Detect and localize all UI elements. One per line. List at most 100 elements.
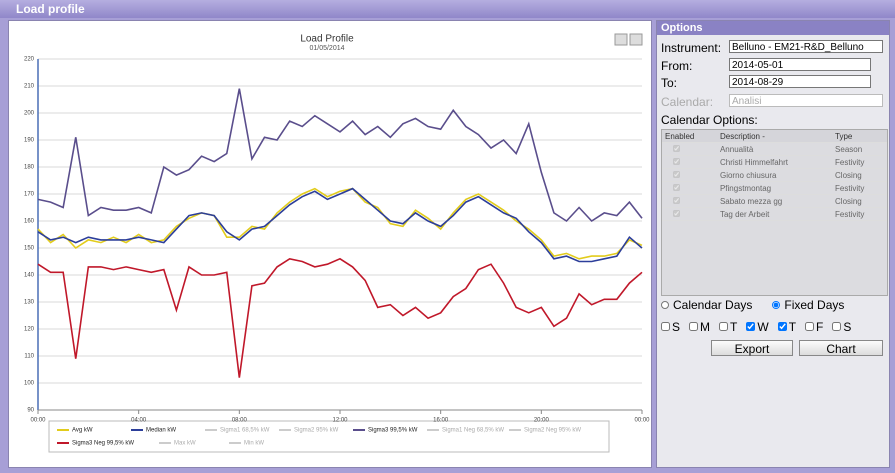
column-header: Enabled xyxy=(662,130,717,143)
enabled-cell xyxy=(662,181,717,195)
day-label: S xyxy=(843,320,852,334)
y-tick-label: 140 xyxy=(24,273,35,279)
download-button[interactable] xyxy=(629,33,643,46)
label: Instrument: xyxy=(661,41,722,55)
legend-label: Min kW xyxy=(244,441,264,447)
legend-label: Sigma1 68,5% kW xyxy=(220,428,270,434)
x-tick-label: 00:00 xyxy=(30,418,46,424)
enabled-cell xyxy=(662,142,717,156)
x-tick-label: 12:00 xyxy=(332,418,348,424)
y-tick-label: 220 xyxy=(24,57,35,63)
radio-option[interactable]: Calendar Days xyxy=(661,298,752,312)
table-cell: Festivity xyxy=(832,155,887,169)
from-input[interactable]: 2014-05-01 xyxy=(729,58,871,71)
calendar-table: Enabled Description - Type Annualità Season C… xyxy=(661,129,888,296)
day-option[interactable]: M xyxy=(689,320,710,334)
y-tick-label: 100 xyxy=(24,381,35,387)
table-cell: Sabato mezza gg xyxy=(716,194,833,208)
y-tick-label: 90 xyxy=(27,408,34,414)
y-tick-label: 170 xyxy=(24,192,35,198)
table-cell: Festivity xyxy=(832,207,887,221)
enabled-checkbox xyxy=(673,209,680,217)
y-tick-label: 160 xyxy=(24,219,35,225)
table-row: Tag der Arbeit Festivity xyxy=(662,207,887,221)
day-checkbox[interactable] xyxy=(777,322,787,331)
day-checkbox[interactable] xyxy=(832,322,842,331)
legend-label: Sigma3 99,5% kW xyxy=(368,428,418,434)
to-input[interactable]: 2014-08-29 xyxy=(729,75,871,88)
day-option[interactable]: T xyxy=(719,320,737,334)
legend-label: Sigma2 95% kW xyxy=(294,428,339,434)
day-checkbox[interactable] xyxy=(805,322,815,331)
series-line xyxy=(37,88,643,223)
enabled-cell xyxy=(662,207,717,221)
day-label: T xyxy=(788,320,797,334)
radio-option[interactable]: Fixed Days xyxy=(772,298,844,312)
day-option[interactable]: S xyxy=(832,320,851,334)
table-cell: Closing xyxy=(832,194,887,208)
y-tick-label: 190 xyxy=(24,138,35,144)
series-line xyxy=(37,187,643,260)
calendar-select: Analisi xyxy=(729,94,883,107)
y-tick-label: 130 xyxy=(24,300,35,306)
chart: Load Profile 01/05/2014 90 100 110 120 130 14… xyxy=(24,33,650,453)
enabled-checkbox xyxy=(673,196,680,204)
table-row: Sabato mezza gg Closing xyxy=(662,194,887,208)
label: To: xyxy=(661,76,678,90)
enabled-checkbox xyxy=(673,170,680,178)
y-tick-label: 120 xyxy=(24,327,35,333)
window-title: Load profile xyxy=(0,0,895,18)
column-header: Type xyxy=(832,130,887,143)
series-line xyxy=(37,257,643,378)
label: Calendar: xyxy=(661,95,714,109)
series-line xyxy=(37,187,643,263)
instrument-select[interactable]: Belluno - EM21-R&D_Belluno xyxy=(729,40,883,53)
day-label: S xyxy=(672,320,681,334)
day-label: W xyxy=(757,320,769,334)
day-checkbox[interactable] xyxy=(746,322,756,331)
day-option[interactable]: F xyxy=(805,320,823,334)
table-row: Giorno chiusura Closing xyxy=(662,168,887,182)
enabled-cell xyxy=(662,155,717,169)
options-panel: Options Instrument: Belluno - EM21-R&D_B… xyxy=(656,20,890,468)
radio[interactable] xyxy=(772,301,781,309)
enabled-checkbox xyxy=(673,183,680,191)
day-label: M xyxy=(700,320,711,334)
enabled-cell xyxy=(662,168,717,182)
label: Calendar Options: xyxy=(661,113,758,127)
chart-title: Load Profile xyxy=(300,34,354,45)
legend-label: Sigma2 Neg 95% kW xyxy=(524,428,581,434)
y-tick-label: 110 xyxy=(24,354,34,360)
day-option[interactable]: T xyxy=(777,320,797,334)
table-header: Enabled Description - Type xyxy=(662,130,887,143)
chart-subtitle: 01/05/2014 xyxy=(309,45,344,52)
table-cell: Annualità xyxy=(716,142,833,156)
legend-label: Sigma3 Neg 99,5% kW xyxy=(72,441,134,447)
y-tick-label: 200 xyxy=(24,111,35,117)
column-header: Description - xyxy=(716,130,833,143)
legend-box xyxy=(48,420,610,453)
day-checkbox[interactable] xyxy=(661,322,670,331)
day-option[interactable]: W xyxy=(746,320,769,334)
options-title: Options xyxy=(657,21,889,35)
enabled-cell xyxy=(662,194,717,208)
x-tick-label: 08:00 xyxy=(232,418,248,424)
table-cell: Giorno chiusura xyxy=(716,168,833,182)
legend-label: Median kW xyxy=(146,428,176,434)
table-cell: Tag der Arbeit xyxy=(716,207,833,221)
day-option[interactable]: S xyxy=(661,320,680,334)
day-label: F xyxy=(816,320,824,334)
chart-button[interactable]: Chart xyxy=(799,340,883,356)
print-button[interactable] xyxy=(614,33,628,46)
x-tick-label: 04:00 xyxy=(131,418,147,424)
legend-label: Avg kW xyxy=(72,428,93,434)
radio[interactable] xyxy=(661,301,669,309)
table-row: Annualità Season xyxy=(662,142,887,156)
table-cell: Christi Himmelfahrt xyxy=(716,155,833,169)
day-checkbox[interactable] xyxy=(689,322,699,331)
y-tick-label: 150 xyxy=(24,246,35,252)
day-checkbox[interactable] xyxy=(719,322,729,331)
export-button[interactable]: Export xyxy=(711,340,793,356)
y-tick-label: 210 xyxy=(24,84,35,90)
day-label: T xyxy=(730,320,738,334)
